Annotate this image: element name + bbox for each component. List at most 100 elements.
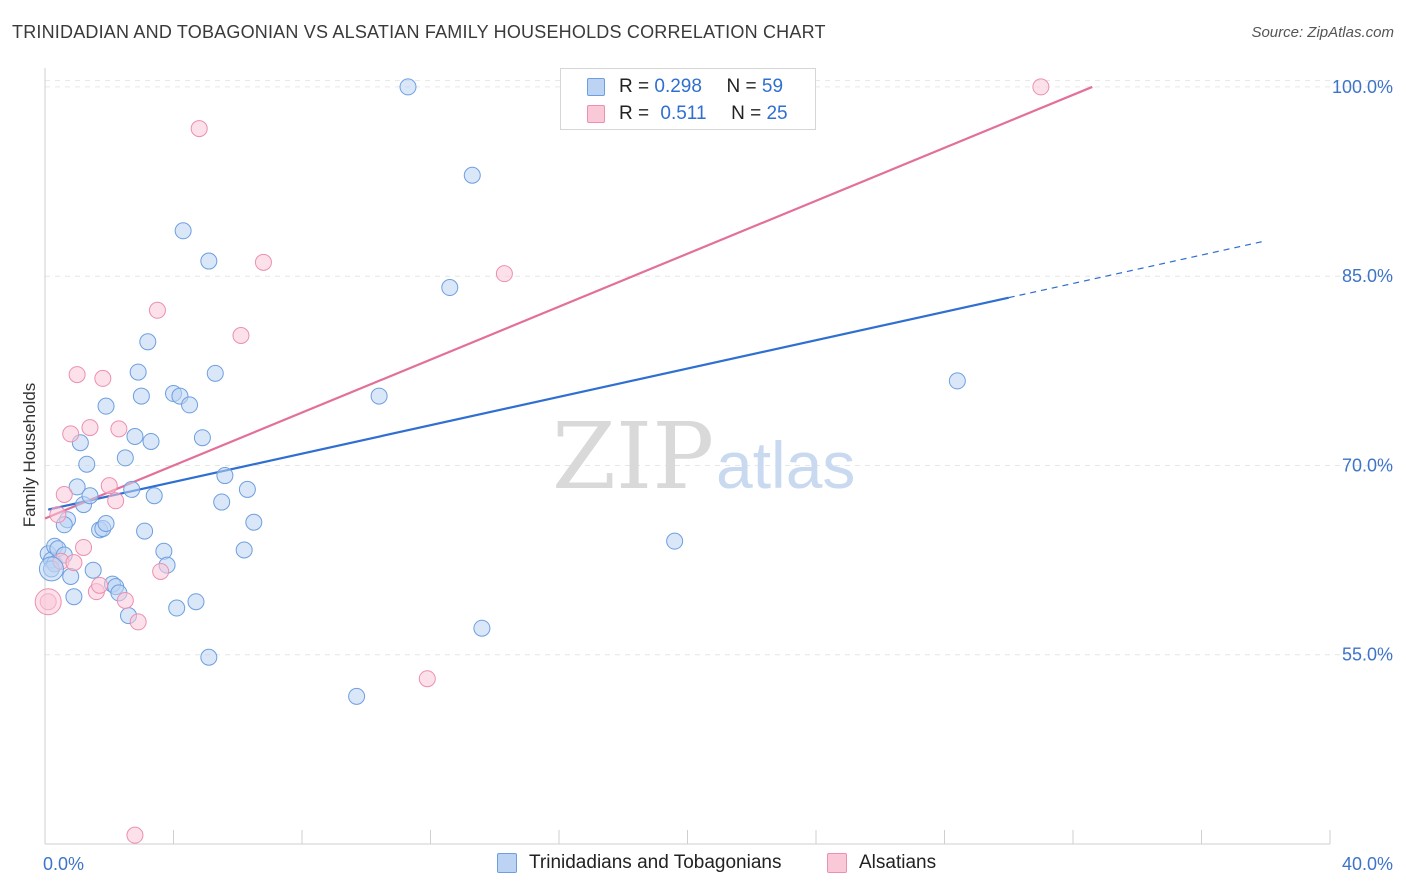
data-point-trinidadians	[62, 568, 80, 586]
data-point-trinidadians	[348, 687, 366, 705]
data-point-alsatians	[1032, 78, 1050, 96]
data-point-alsatians	[232, 326, 250, 344]
legend-swatch-blue	[587, 78, 605, 96]
legend-swatch-pink	[827, 853, 847, 873]
data-point-trinidadians	[81, 487, 99, 505]
data-point-trinidadians	[441, 279, 459, 297]
legend-r-label: R =	[619, 103, 650, 124]
x-tick-label: 40.0%	[1342, 854, 1393, 874]
data-point-alsatians	[254, 253, 272, 271]
gridlines	[45, 80, 1394, 656]
watermark-atlas-text: atlas	[716, 428, 855, 502]
data-point-trinidadians	[68, 478, 86, 496]
data-point-trinidadians	[399, 78, 417, 96]
data-point-trinidadians	[136, 522, 154, 540]
legend-swatch-pink	[587, 105, 605, 123]
data-point-trinidadians	[200, 648, 218, 666]
correlation-legend: R = 0.298 N = 59 R = 0.511 N = 25	[560, 68, 816, 130]
legend-n-label: N =	[726, 76, 757, 97]
data-point-trinidadians	[132, 387, 150, 405]
data-point-trinidadians	[245, 513, 263, 531]
data-point-alsatians	[148, 301, 166, 319]
data-point-alsatians	[65, 554, 83, 572]
data-point-trinidadians	[666, 532, 684, 550]
data-point-trinidadians	[155, 542, 173, 560]
data-point-alsatians	[495, 265, 513, 283]
x-tick-labels: 0.0% 40.0%	[43, 854, 1393, 874]
data-point-trinidadians	[216, 467, 234, 485]
data-point-trinidadians	[193, 429, 211, 447]
y-tick-label: 100.0%	[1332, 77, 1393, 97]
data-point-trinidadians	[206, 364, 224, 382]
legend-r-label: R =	[619, 76, 650, 97]
data-point-alsatians	[34, 588, 62, 616]
chart-source: Source: ZipAtlas.com	[1251, 24, 1394, 41]
legend-r-value: 0.298	[654, 76, 702, 97]
x-tick-label: 0.0%	[43, 854, 84, 874]
data-point-trinidadians	[129, 363, 147, 381]
trend-line-extension	[1008, 240, 1266, 299]
data-point-alsatians	[152, 562, 170, 580]
data-point-alsatians	[75, 538, 93, 556]
data-point-trinidadians	[142, 432, 160, 450]
series-legend: Trinidadians and Tobagonians Alsatians	[0, 852, 1406, 878]
data-point-alsatians	[126, 826, 144, 844]
data-point-alsatians	[62, 425, 80, 443]
data-point-alsatians	[91, 576, 109, 594]
data-point-alsatians	[418, 670, 436, 688]
data-points	[34, 78, 1050, 844]
data-point-trinidadians	[174, 222, 192, 240]
legend-r-value: 0.511	[660, 103, 707, 124]
data-point-trinidadians	[123, 480, 141, 498]
data-point-alsatians	[190, 120, 208, 138]
legend-n-value: 25	[766, 103, 788, 124]
data-point-trinidadians	[97, 515, 115, 533]
data-point-alsatians	[116, 591, 134, 609]
data-point-trinidadians	[38, 556, 64, 582]
y-tick-label: 85.0%	[1342, 266, 1393, 286]
data-point-trinidadians	[473, 619, 491, 637]
data-point-alsatians	[107, 492, 125, 510]
y-tick-label: 70.0%	[1342, 455, 1393, 475]
data-point-trinidadians	[200, 252, 218, 270]
trend-line-alsatians	[44, 85, 1093, 520]
watermark-zip-text: ZIP	[552, 403, 714, 510]
data-point-alsatians	[129, 613, 147, 631]
data-point-trinidadians	[235, 541, 253, 559]
data-point-trinidadians	[948, 372, 966, 390]
data-point-trinidadians	[84, 561, 102, 579]
data-point-alsatians	[100, 477, 118, 495]
legend-swatch-blue	[497, 853, 517, 873]
axes	[44, 68, 1331, 845]
data-point-trinidadians	[145, 487, 163, 505]
data-point-trinidadians	[168, 599, 186, 617]
data-point-trinidadians	[65, 588, 83, 606]
legend-label: Trinidadians and Tobagonians	[529, 852, 782, 873]
data-point-alsatians	[49, 506, 67, 524]
data-point-trinidadians	[97, 397, 115, 415]
y-tick-labels: 55.0% 70.0% 85.0% 100.0%	[1332, 77, 1393, 665]
data-point-alsatians	[94, 369, 112, 387]
chart-title: TRINIDADIAN AND TOBAGONIAN VS ALSATIAN F…	[12, 22, 826, 42]
legend-label: Alsatians	[859, 852, 937, 873]
data-point-alsatians	[68, 366, 86, 384]
data-point-trinidadians	[139, 333, 157, 351]
trend-lines	[44, 85, 1266, 520]
legend-n-value: 59	[761, 76, 784, 97]
data-point-alsatians	[81, 419, 99, 437]
data-point-trinidadians	[116, 449, 134, 467]
data-point-trinidadians	[238, 480, 256, 498]
data-point-trinidadians	[463, 166, 481, 184]
data-point-trinidadians	[126, 427, 144, 445]
data-point-trinidadians	[181, 396, 199, 414]
y-tick-label: 55.0%	[1342, 645, 1393, 665]
trend-line-trinidadians	[47, 296, 1009, 511]
data-point-alsatians	[55, 485, 73, 503]
data-point-trinidadians	[78, 455, 96, 473]
data-point-trinidadians	[370, 387, 388, 405]
data-point-alsatians	[110, 420, 128, 438]
legend-n-label: N =	[731, 103, 762, 124]
data-point-trinidadians	[213, 493, 231, 511]
data-point-trinidadians	[187, 593, 205, 611]
